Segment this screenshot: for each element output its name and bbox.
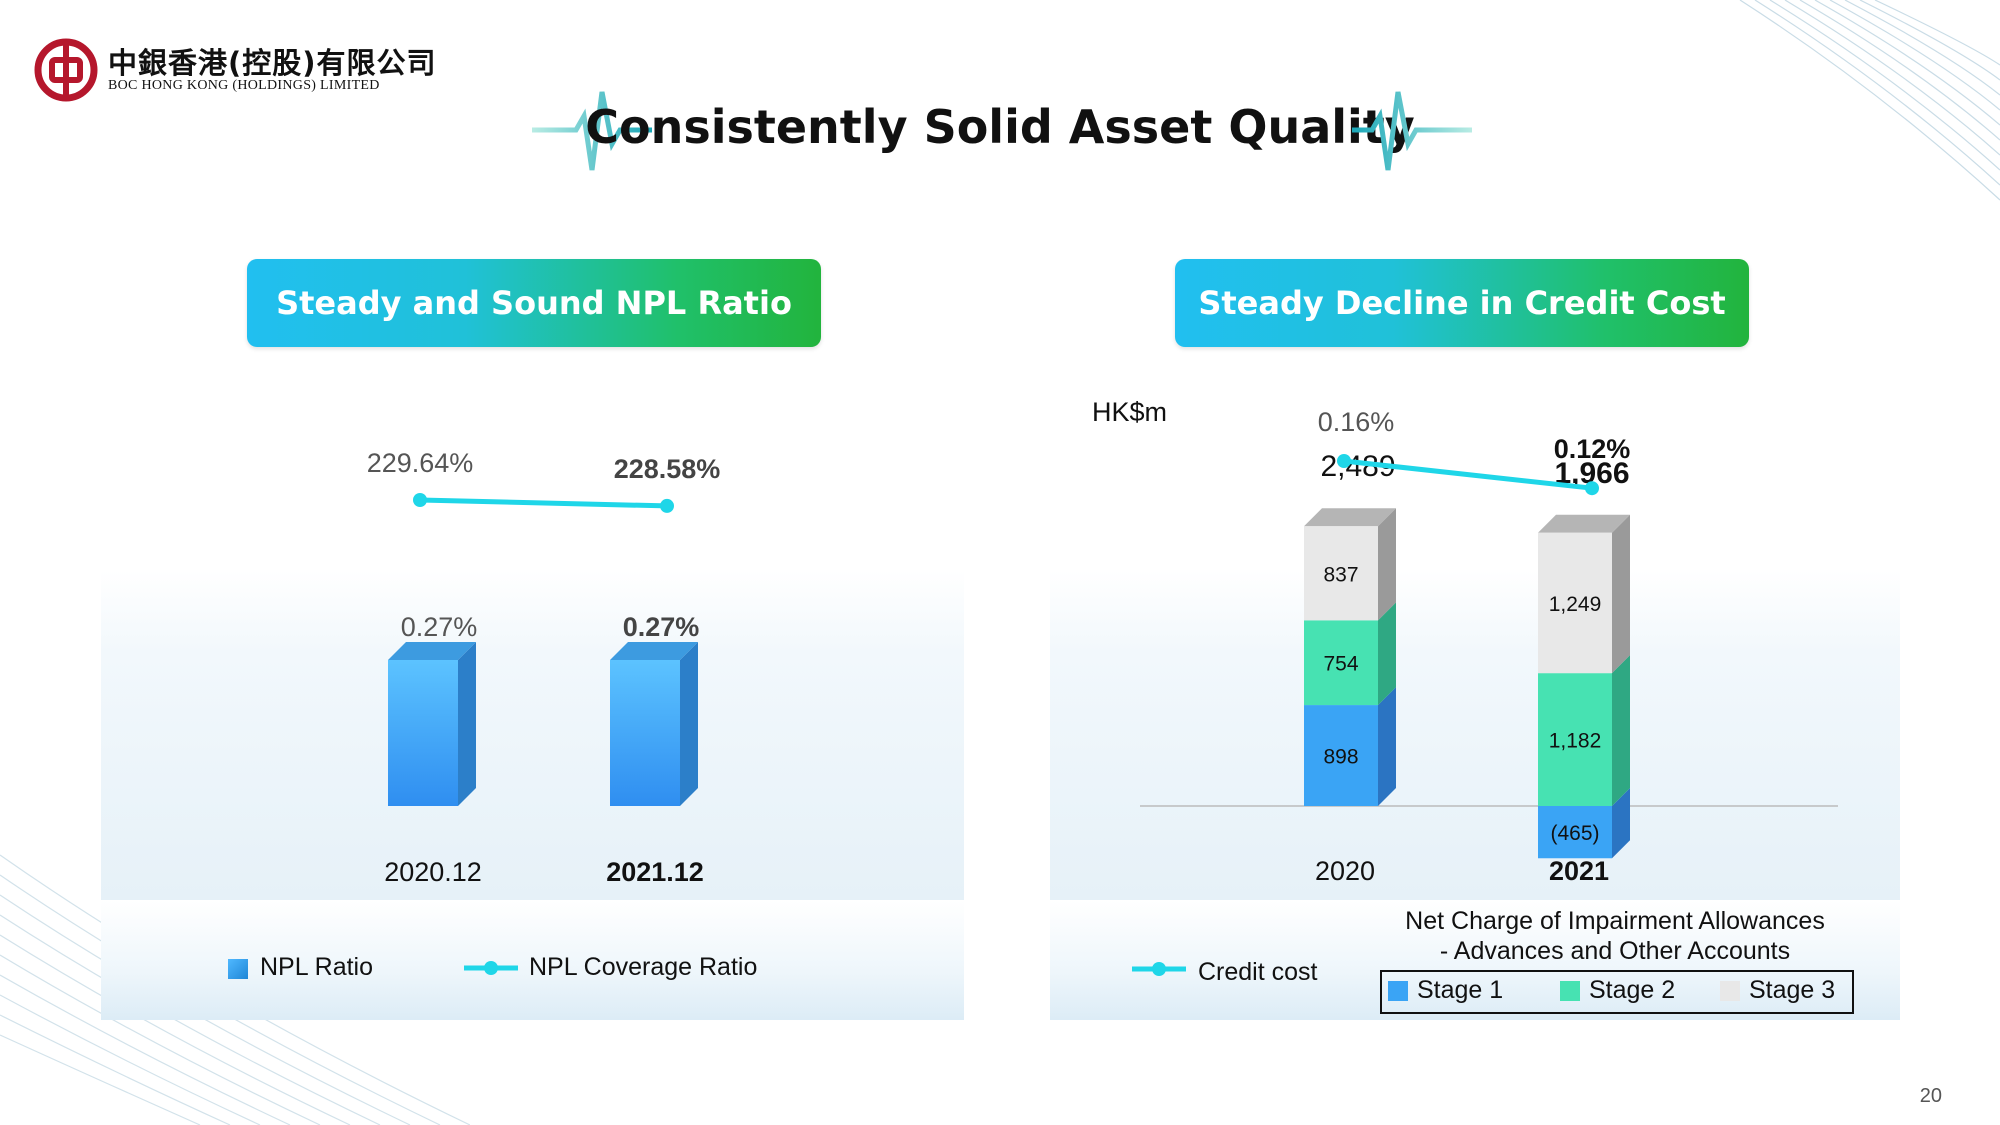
legend-label-credit-cost: Credit cost [1198,958,1318,986]
credit-cost-label: 0.12% [1554,434,1631,464]
stack-segment-stage2-side [1378,602,1396,706]
stack-segment-stage1-side [1378,687,1396,806]
segment-value-label: 754 [1323,653,1358,676]
company-name-chinese: 中銀香港(控股)有限公司 [108,46,437,80]
corner-wave-decoration [1739,0,2000,201]
x-tick-label: 2021.12 [606,857,704,887]
page-title: Consistently Solid Asset Quality [585,100,1415,154]
stack-segment-stage3-side [1612,514,1630,674]
legend-label-npl-ratio: NPL Ratio [260,953,374,981]
npl-ratio-banner: Steady and Sound NPL Ratio [247,259,821,347]
stack-segment-stage1 [1304,705,1378,806]
npl-coverage-point [413,493,427,507]
npl-chart-background [101,570,964,900]
npl-coverage-label: 228.58% [614,454,721,484]
npl-coverage-label: 229.64% [367,448,474,478]
stack-segment-stage3-top [1538,514,1630,533]
credit-cost-label: 0.16% [1318,407,1395,437]
company-name-english: BOC HONG KONG (HOLDINGS) LIMITED [108,78,380,93]
npl-bar-2021.12-top [610,642,698,660]
segment-value-label: 837 [1323,563,1358,586]
credit-cost-point [1337,454,1351,468]
x-tick-label: 2020.12 [384,857,482,887]
npl-chart: 0.27% 2020.12 0.27% 2021.12 229.64% 228.58% [367,448,721,887]
segment-value-label: 1,182 [1549,730,1602,753]
credit-chart-background [1050,570,1900,900]
npl-bar-label: 0.27% [623,612,700,642]
npl-bar-2020.12 [388,660,458,806]
stack-segment-stage3 [1538,532,1612,674]
boc-logo-icon [34,38,98,102]
unit-label: HK$m [1092,397,1168,427]
legend-line-credit-cost [1132,962,1186,976]
page-number: 20 [1919,1085,1942,1107]
stack-segment-stage2-side [1612,655,1630,806]
npl-bar-label: 0.27% [401,612,478,642]
credit-legend-background [1050,900,1900,1020]
credit-cost-line [1343,458,1593,491]
npl-coverage-line [419,497,668,509]
legend-label-stage3: Stage 3 [1749,976,1836,1004]
stack-segment-stage1 [1538,806,1612,859]
legend-line-npl-coverage [464,961,518,975]
legend-swatch-stage2 [1560,981,1580,1001]
segment-value-label: 1,249 [1549,593,1602,616]
heartbeat-icon [1352,91,1472,171]
credit-cost-chart: 8987548372,4892020(465)1,1821,2491,96620… [1140,407,1838,886]
stack-segment-stage3-top [1304,508,1396,527]
legend-title-line2: - Advances and Other Accounts [1439,937,1791,965]
credit-cost-banner: Steady Decline in Credit Cost [1175,259,1749,347]
segment-value-label: 898 [1323,746,1358,769]
segment-value-label: (465) [1550,822,1599,845]
npl-bar-2021.12 [610,660,680,806]
credit-cost-point [1585,481,1599,496]
heartbeat-icon [532,91,652,171]
stack-segment-stage2 [1538,673,1612,806]
legend-label-npl-coverage: NPL Coverage Ratio [529,953,758,981]
stack-segment-stage1-side [1612,788,1630,859]
npl-coverage-point [660,498,674,513]
legend-swatch-stage3 [1720,981,1740,1001]
npl-bar-2021.12-side [680,642,698,806]
stack-segment-stage3 [1304,526,1378,621]
x-tick-label: 2020 [1315,856,1375,886]
stage-legend-box [1380,970,1854,1014]
legend-label-stage2: Stage 2 [1589,976,1676,1004]
x-tick-label: 2021 [1549,856,1609,886]
npl-bar-2020.12-top [388,642,476,660]
legend-swatch-stage1 [1388,981,1408,1001]
stack-segment-stage2 [1304,620,1378,706]
legend-title-line1: Net Charge of Impairment Allowances [1405,907,1825,935]
stack-segment-stage3-side [1378,508,1396,621]
legend-swatch-npl-ratio [228,959,248,979]
legend-label-stage1: Stage 1 [1417,976,1504,1004]
npl-bar-2020.12-side [458,642,476,806]
